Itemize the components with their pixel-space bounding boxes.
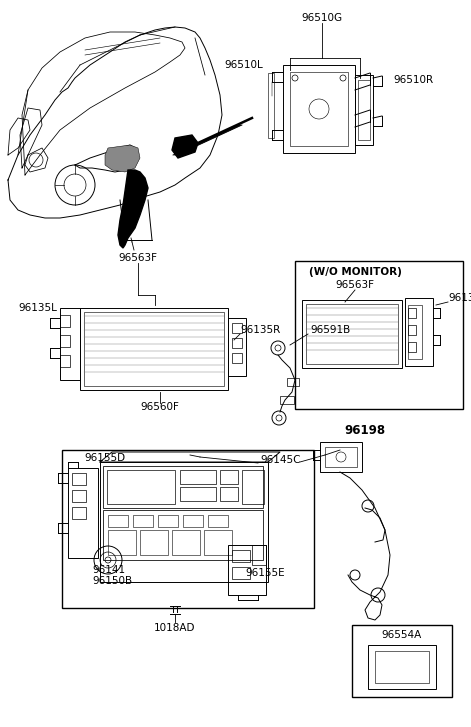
Text: (W/O MONITOR): (W/O MONITOR)	[309, 267, 401, 277]
Text: 96563F: 96563F	[335, 280, 374, 290]
Bar	[320, 442, 362, 472]
Bar	[133, 515, 153, 527]
Bar	[103, 466, 263, 508]
Bar	[228, 318, 246, 376]
Text: 96135A: 96135A	[448, 293, 471, 303]
Bar	[232, 567, 250, 579]
Bar	[408, 305, 422, 359]
Bar	[405, 298, 433, 366]
Bar	[180, 487, 216, 501]
Text: 1018AD: 1018AD	[154, 623, 196, 633]
Text: 96135L: 96135L	[18, 303, 57, 313]
Polygon shape	[105, 145, 140, 172]
Bar	[103, 510, 263, 560]
Bar	[232, 338, 242, 348]
Bar	[287, 378, 299, 386]
Bar	[408, 325, 416, 335]
Bar	[352, 625, 452, 697]
Bar	[108, 515, 128, 527]
Text: 96510G: 96510G	[301, 13, 342, 23]
Bar	[158, 515, 178, 527]
Bar	[268, 73, 274, 138]
Bar	[60, 335, 70, 347]
Bar	[295, 261, 463, 409]
Bar	[358, 80, 370, 140]
Bar	[242, 470, 264, 504]
Bar	[228, 545, 266, 595]
Bar	[325, 447, 357, 467]
Bar	[172, 530, 200, 555]
Text: 96155D: 96155D	[84, 453, 125, 463]
Bar	[60, 315, 70, 327]
Bar	[208, 515, 228, 527]
Bar	[290, 72, 348, 146]
Text: 96155E: 96155E	[245, 568, 284, 578]
Polygon shape	[172, 135, 198, 158]
Text: 96198: 96198	[344, 424, 386, 436]
Bar	[355, 75, 373, 145]
Bar	[280, 396, 294, 404]
Bar	[183, 515, 203, 527]
Bar	[84, 312, 224, 386]
Bar	[68, 468, 98, 558]
Bar	[107, 470, 175, 504]
Text: 96510L: 96510L	[224, 60, 263, 70]
Bar	[62, 450, 314, 608]
Bar	[408, 342, 416, 352]
Bar	[108, 530, 136, 555]
Bar	[375, 651, 429, 683]
Text: 96554A: 96554A	[382, 630, 422, 640]
Text: 96150B: 96150B	[92, 576, 132, 586]
Bar	[80, 308, 228, 390]
Bar	[100, 462, 268, 582]
Text: 96510R: 96510R	[393, 75, 433, 85]
Bar	[306, 304, 398, 364]
Bar	[60, 355, 70, 367]
Bar	[204, 530, 232, 555]
Bar	[232, 353, 242, 363]
Bar	[220, 487, 238, 501]
Text: 96141: 96141	[92, 565, 125, 575]
Bar	[283, 65, 355, 153]
Bar	[140, 530, 168, 555]
Text: 96591B: 96591B	[310, 325, 350, 335]
Bar	[60, 308, 80, 380]
Text: 96145C: 96145C	[260, 455, 300, 465]
Bar	[180, 470, 216, 484]
Bar	[408, 308, 416, 318]
Bar	[220, 470, 238, 484]
Bar	[72, 507, 86, 519]
Text: 96563F: 96563F	[119, 253, 157, 263]
Text: 96560F: 96560F	[140, 402, 179, 412]
Polygon shape	[118, 170, 148, 248]
Bar	[232, 323, 242, 333]
Bar	[72, 473, 86, 485]
Bar	[368, 645, 436, 689]
Text: 96135R: 96135R	[240, 325, 280, 335]
Bar	[252, 545, 266, 565]
Bar	[302, 300, 402, 368]
Bar	[232, 550, 250, 562]
Bar	[72, 490, 86, 502]
